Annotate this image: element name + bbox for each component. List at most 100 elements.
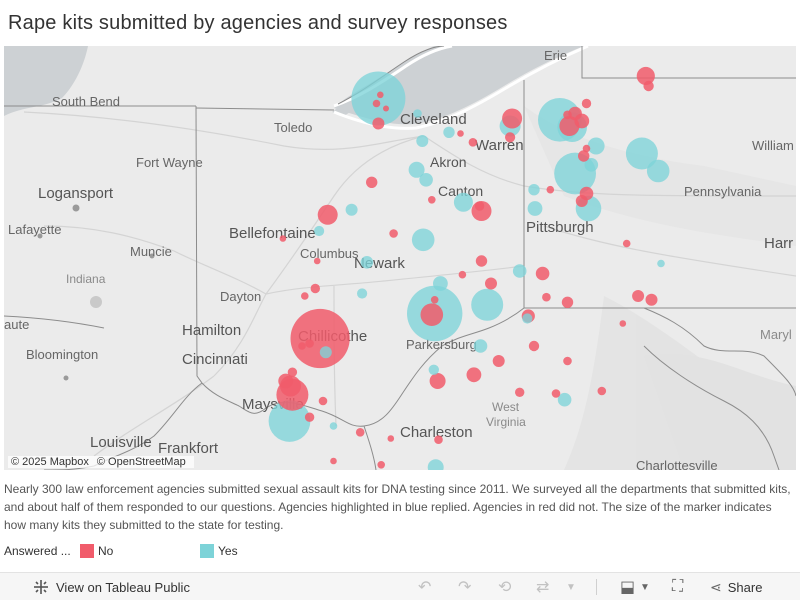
agency-marker-no[interactable] [305,339,314,348]
agency-marker-no[interactable] [561,296,574,308]
agency-marker-no[interactable] [578,150,590,162]
agency-marker-no[interactable] [528,340,540,352]
agency-marker-no[interactable] [632,290,645,302]
agency-marker-no[interactable] [290,308,350,369]
agency-marker-no[interactable] [430,296,439,304]
agency-marker-no[interactable] [304,412,315,422]
revert-icon[interactable]: ⟲ [498,579,512,596]
agency-marker-yes[interactable] [433,276,448,291]
agency-marker-yes[interactable] [413,109,422,118]
agency-marker-yes[interactable] [360,256,374,269]
agency-marker-no[interactable] [505,132,516,143]
agency-marker-no[interactable] [372,117,385,130]
agency-marker-no[interactable] [428,196,436,204]
download-icon[interactable]: ⬓ [620,579,636,596]
agency-marker-yes[interactable] [584,158,599,172]
agency-marker-no[interactable] [619,320,627,327]
agency-marker-yes[interactable] [646,159,670,183]
redo-icon[interactable]: ↷ [458,579,472,596]
agency-marker-yes[interactable] [351,71,406,126]
legend-label-no[interactable]: No [98,544,114,558]
agency-marker-no[interactable] [420,303,444,327]
agency-marker-yes[interactable] [427,459,444,470]
legend-swatch-yes[interactable] [200,544,214,558]
agency-marker-no[interactable] [502,108,523,129]
agency-marker-yes[interactable] [419,173,433,187]
agency-marker-no[interactable] [372,99,381,108]
agency-marker-no[interactable] [597,386,607,396]
undo-icon[interactable]: ↶ [418,579,432,596]
agency-marker-no[interactable] [317,204,338,225]
agency-marker-yes[interactable] [527,201,543,216]
agency-marker-no[interactable] [287,367,298,377]
agency-marker-no[interactable] [466,367,482,383]
agency-marker-yes[interactable] [408,161,425,178]
agency-marker-yes[interactable] [329,422,338,430]
agency-marker-yes[interactable] [587,137,605,155]
agency-marker-yes[interactable] [319,346,332,359]
agency-marker-yes[interactable] [522,313,533,324]
agency-marker-yes[interactable] [357,288,368,299]
agency-marker-no[interactable] [318,396,328,406]
legend-label-yes[interactable]: Yes [218,544,238,558]
agency-marker-no[interactable] [515,387,525,397]
mapbox-attribution[interactable]: © 2025 Mapbox [11,456,89,468]
legend-swatch-no[interactable] [80,544,94,558]
agency-marker-no[interactable] [546,185,555,194]
agency-marker-no[interactable] [434,435,443,445]
refresh-dropdown-icon[interactable]: ▼ [566,581,576,593]
agency-marker-no[interactable] [474,201,485,211]
agency-marker-no[interactable] [551,389,561,398]
agency-marker-no[interactable] [458,270,467,279]
agency-marker-yes[interactable] [268,400,311,442]
agency-marker-yes[interactable] [453,192,473,212]
agency-marker-no[interactable] [330,457,337,465]
agency-marker-no[interactable] [389,229,398,238]
agency-marker-yes[interactable] [471,288,504,321]
agency-marker-yes[interactable] [345,203,358,216]
agency-marker-no[interactable] [542,292,551,302]
fullscreen-icon[interactable]: ⛶ [672,578,684,595]
agency-marker-no[interactable] [475,255,488,267]
agency-marker-yes[interactable] [416,135,429,147]
map[interactable]: Erie South Bend Toledo Cleveland Akron C… [4,46,796,470]
agency-marker-no[interactable] [645,293,658,306]
agency-marker-no[interactable] [575,195,588,207]
agency-marker-yes[interactable] [657,259,665,268]
agency-marker-no[interactable] [355,428,365,437]
agency-marker-no[interactable] [457,130,464,137]
agency-marker-yes[interactable] [314,225,325,237]
agency-marker-no[interactable] [366,176,378,188]
agency-marker-no[interactable] [279,235,287,242]
view-on-tableau-button[interactable]: View on Tableau Public [32,573,190,600]
agency-marker-no[interactable] [563,356,572,366]
agency-marker-yes[interactable] [528,184,540,196]
refresh-icon[interactable]: ⇄ [536,579,550,596]
agency-marker-yes[interactable] [443,126,455,138]
agency-marker-no[interactable] [568,106,582,121]
osm-attribution[interactable]: © OpenStreetMap [96,456,186,468]
agency-marker-yes[interactable] [512,264,527,278]
agency-marker-no[interactable] [468,138,478,147]
agency-marker-no[interactable] [492,355,505,367]
agency-marker-yes[interactable] [625,137,658,170]
agency-marker-no[interactable] [310,283,320,294]
agency-marker-no[interactable] [581,98,592,109]
agency-marker-no[interactable] [485,277,497,290]
agency-marker-no[interactable] [278,373,294,389]
agency-marker-no[interactable] [535,266,550,281]
agency-marker-no[interactable] [636,66,655,86]
agency-marker-no[interactable] [298,342,306,350]
agency-marker-yes[interactable] [411,228,435,252]
agency-marker-no[interactable] [387,435,395,442]
agency-marker-no[interactable] [582,144,591,153]
agency-marker-no[interactable] [643,80,654,92]
agency-marker-yes[interactable] [428,364,439,375]
agency-marker-no[interactable] [429,373,446,389]
agency-marker-no[interactable] [377,91,384,99]
agency-marker-yes[interactable] [473,339,488,353]
agency-marker-no[interactable] [301,292,309,300]
agency-marker-no[interactable] [377,461,386,469]
agency-marker-no[interactable] [563,110,572,120]
download-dropdown-icon[interactable]: ▼ [640,581,650,593]
